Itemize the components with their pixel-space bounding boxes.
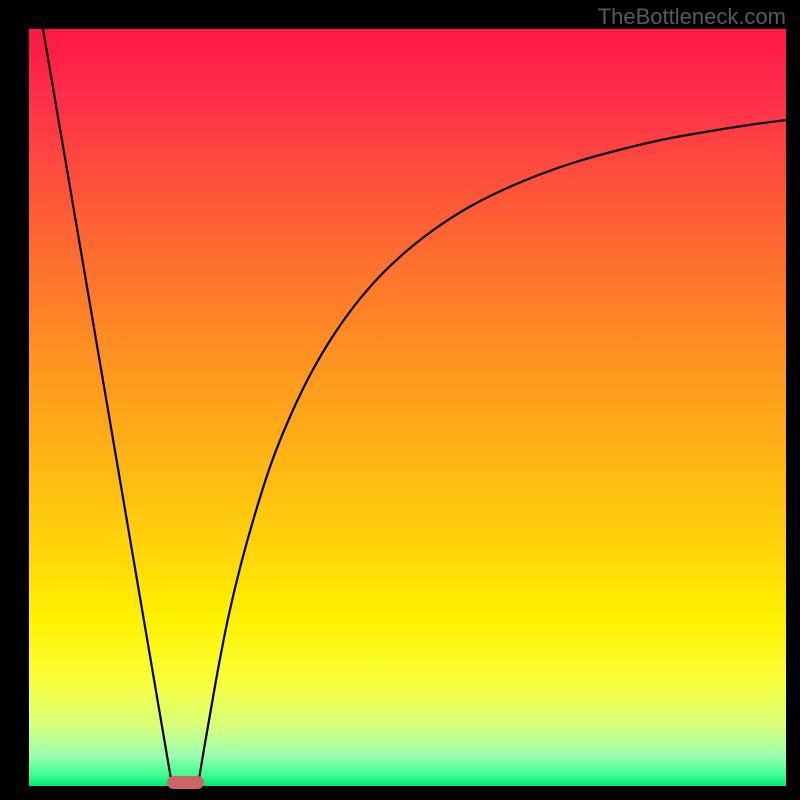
right-curve-line xyxy=(199,120,786,779)
plot-area xyxy=(29,29,786,786)
minimum-marker xyxy=(167,776,204,789)
watermark-text: TheBottleneck.com xyxy=(598,4,786,30)
curve-layer xyxy=(29,29,786,786)
left-curve-line xyxy=(43,29,171,779)
chart-container: TheBottleneck.com xyxy=(0,0,800,800)
